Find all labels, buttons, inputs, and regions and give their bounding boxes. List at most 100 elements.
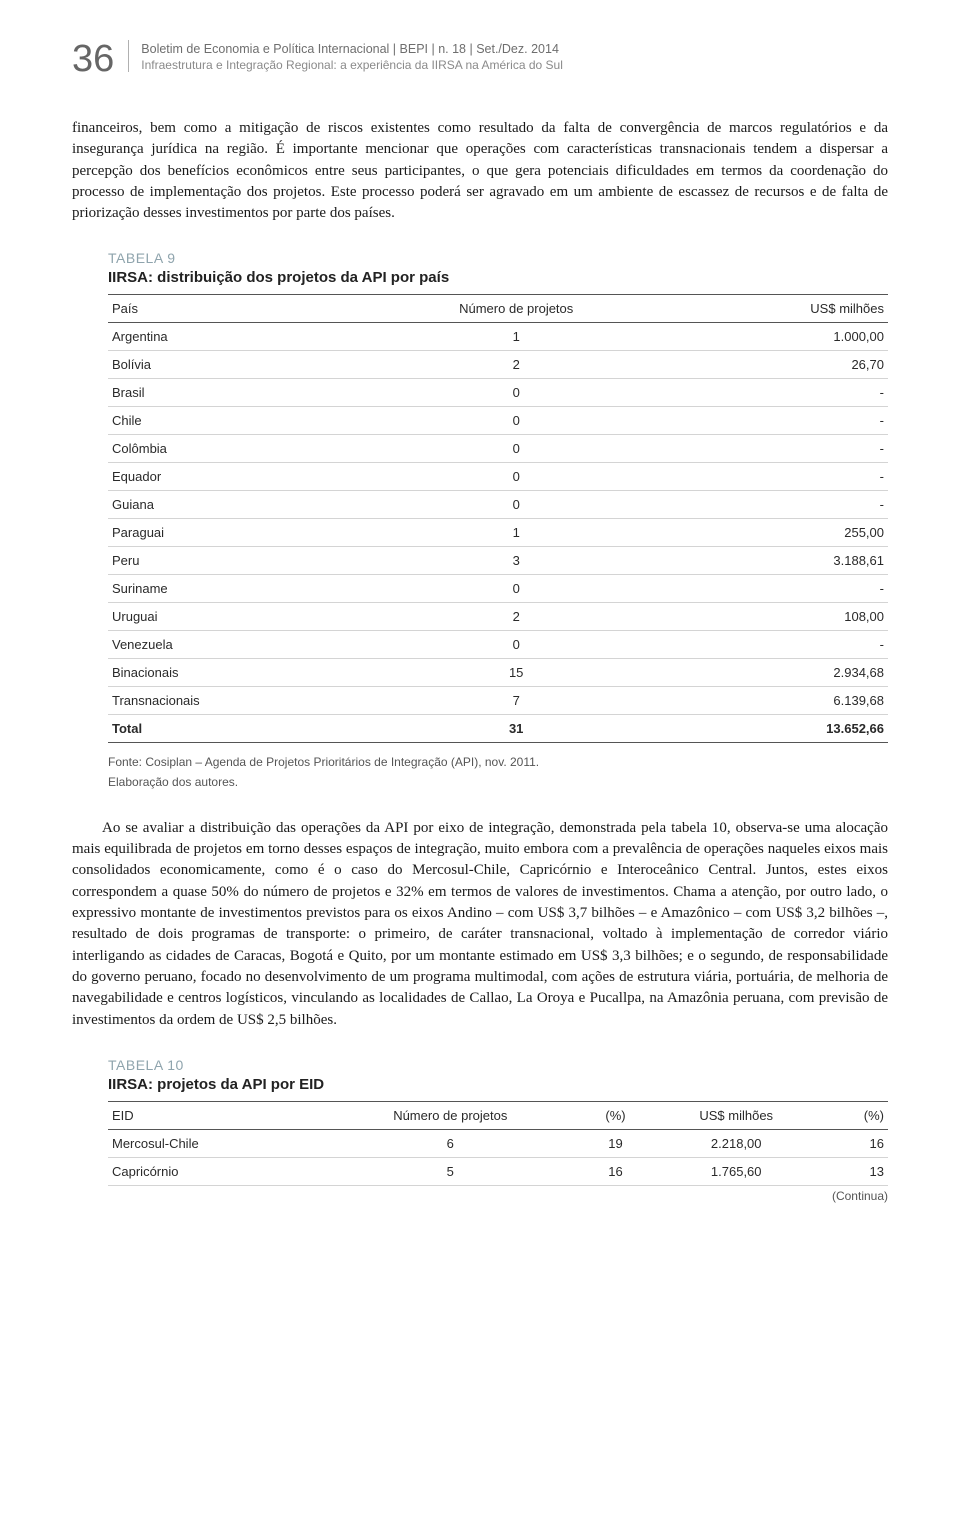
- cell-value: 108,00: [675, 603, 888, 631]
- cell-total-label: Total: [108, 715, 357, 743]
- cell-projects: 1: [357, 519, 675, 547]
- table-10-title: IIRSA: projetos da API por EID: [108, 1076, 888, 1093]
- col-header: US$ milhões: [675, 295, 888, 323]
- cell-eid: Mercosul-Chile: [108, 1129, 316, 1157]
- table-row: Colômbia0-: [108, 435, 888, 463]
- cell-country: Binacionais: [108, 659, 357, 687]
- table-header-row: EID Número de projetos (%) US$ milhões (…: [108, 1101, 888, 1129]
- table-row: Transnacionais76.139,68: [108, 687, 888, 715]
- table-row: Brasil0-: [108, 379, 888, 407]
- cell-value: 26,70: [675, 351, 888, 379]
- cell-country: Transnacionais: [108, 687, 357, 715]
- cell-country: Equador: [108, 463, 357, 491]
- table-10-block: TABELA 10 IIRSA: projetos da API por EID…: [108, 1057, 888, 1203]
- cell-country: Argentina: [108, 323, 357, 351]
- cell-country: Chile: [108, 407, 357, 435]
- cell-projects: 0: [357, 575, 675, 603]
- cell-projects: 15: [357, 659, 675, 687]
- col-header: Número de projetos: [316, 1101, 584, 1129]
- table-total-row: Total3113.652,66: [108, 715, 888, 743]
- cell-pct2: 13: [826, 1157, 888, 1185]
- cell-projects: 0: [357, 463, 675, 491]
- cell-country: Suriname: [108, 575, 357, 603]
- table-source: Fonte: Cosiplan – Agenda de Projetos Pri…: [108, 753, 888, 772]
- cell-pct: 19: [584, 1129, 646, 1157]
- table-row: Binacionais152.934,68: [108, 659, 888, 687]
- cell-value: -: [675, 407, 888, 435]
- cell-country: Uruguai: [108, 603, 357, 631]
- cell-country: Peru: [108, 547, 357, 575]
- table-10-caption: TABELA 10: [108, 1057, 888, 1073]
- cell-value: 3.188,61: [675, 547, 888, 575]
- table-9: País Número de projetos US$ milhões Arge…: [108, 294, 888, 743]
- table-row: Peru33.188,61: [108, 547, 888, 575]
- cell-pct2: 16: [826, 1129, 888, 1157]
- cell-value: -: [675, 491, 888, 519]
- cell-country: Brasil: [108, 379, 357, 407]
- cell-pct: 16: [584, 1157, 646, 1185]
- table-row: Argentina11.000,00: [108, 323, 888, 351]
- body-paragraph-2: Ao se avaliar a distribuição das operaçõ…: [72, 818, 888, 1031]
- cell-projects: 2: [357, 603, 675, 631]
- page-number: 36: [72, 40, 128, 78]
- cell-projects: 0: [357, 491, 675, 519]
- article-title-line: Infraestrutura e Integração Regional: a …: [141, 58, 563, 72]
- table-9-block: TABELA 9 IIRSA: distribuição dos projeto…: [108, 250, 888, 743]
- cell-country: Colômbia: [108, 435, 357, 463]
- table-header-row: País Número de projetos US$ milhões: [108, 295, 888, 323]
- cell-projects: 1: [357, 323, 675, 351]
- table-row: Chile0-: [108, 407, 888, 435]
- col-header: EID: [108, 1101, 316, 1129]
- table-row: Mercosul-Chile6192.218,0016: [108, 1129, 888, 1157]
- cell-projects: 0: [357, 631, 675, 659]
- table-10-continues: (Continua): [108, 1189, 888, 1203]
- table-9-caption: TABELA 9: [108, 250, 888, 266]
- body-paragraph-1: financeiros, bem como a mitigação de ris…: [72, 118, 888, 224]
- cell-country: Bolívia: [108, 351, 357, 379]
- table-9-title: IIRSA: distribuição dos projetos da API …: [108, 269, 888, 286]
- cell-value: -: [675, 435, 888, 463]
- cell-value: 1.000,00: [675, 323, 888, 351]
- cell-value: -: [675, 631, 888, 659]
- col-header: (%): [584, 1101, 646, 1129]
- cell-value: 6.139,68: [675, 687, 888, 715]
- table-row: Uruguai2108,00: [108, 603, 888, 631]
- cell-value: -: [675, 379, 888, 407]
- cell-eid: Capricórnio: [108, 1157, 316, 1185]
- table-row: Capricórnio5161.765,6013: [108, 1157, 888, 1185]
- table-row: Bolívia226,70: [108, 351, 888, 379]
- cell-value: 1.765,60: [646, 1157, 826, 1185]
- page-header: 36 Boletim de Economia e Política Intern…: [72, 40, 888, 78]
- cell-projects: 7: [357, 687, 675, 715]
- col-header: País: [108, 295, 357, 323]
- cell-projects: 3: [357, 547, 675, 575]
- cell-projects: 5: [316, 1157, 584, 1185]
- cell-value: 255,00: [675, 519, 888, 547]
- col-header: US$ milhões: [646, 1101, 826, 1129]
- cell-total-projects: 31: [357, 715, 675, 743]
- col-header: (%): [826, 1101, 888, 1129]
- cell-country: Paraguai: [108, 519, 357, 547]
- cell-total-value: 13.652,66: [675, 715, 888, 743]
- table-row: Guiana0-: [108, 491, 888, 519]
- cell-value: -: [675, 575, 888, 603]
- table-row: Equador0-: [108, 463, 888, 491]
- cell-country: Venezuela: [108, 631, 357, 659]
- cell-value: 2.934,68: [675, 659, 888, 687]
- table-elaboration: Elaboração dos autores.: [108, 773, 888, 792]
- cell-projects: 6: [316, 1129, 584, 1157]
- col-header: Número de projetos: [357, 295, 675, 323]
- cell-value: 2.218,00: [646, 1129, 826, 1157]
- journal-title-line: Boletim de Economia e Política Internaci…: [141, 42, 563, 56]
- cell-projects: 0: [357, 379, 675, 407]
- page: 36 Boletim de Economia e Política Intern…: [0, 0, 960, 1253]
- table-9-footer: Fonte: Cosiplan – Agenda de Projetos Pri…: [108, 753, 888, 791]
- table-row: Suriname0-: [108, 575, 888, 603]
- cell-projects: 0: [357, 407, 675, 435]
- table-row: Venezuela0-: [108, 631, 888, 659]
- header-text-block: Boletim de Economia e Política Internaci…: [128, 40, 563, 72]
- cell-projects: 0: [357, 435, 675, 463]
- table-row: Paraguai1255,00: [108, 519, 888, 547]
- cell-value: -: [675, 463, 888, 491]
- table-10: EID Número de projetos (%) US$ milhões (…: [108, 1101, 888, 1186]
